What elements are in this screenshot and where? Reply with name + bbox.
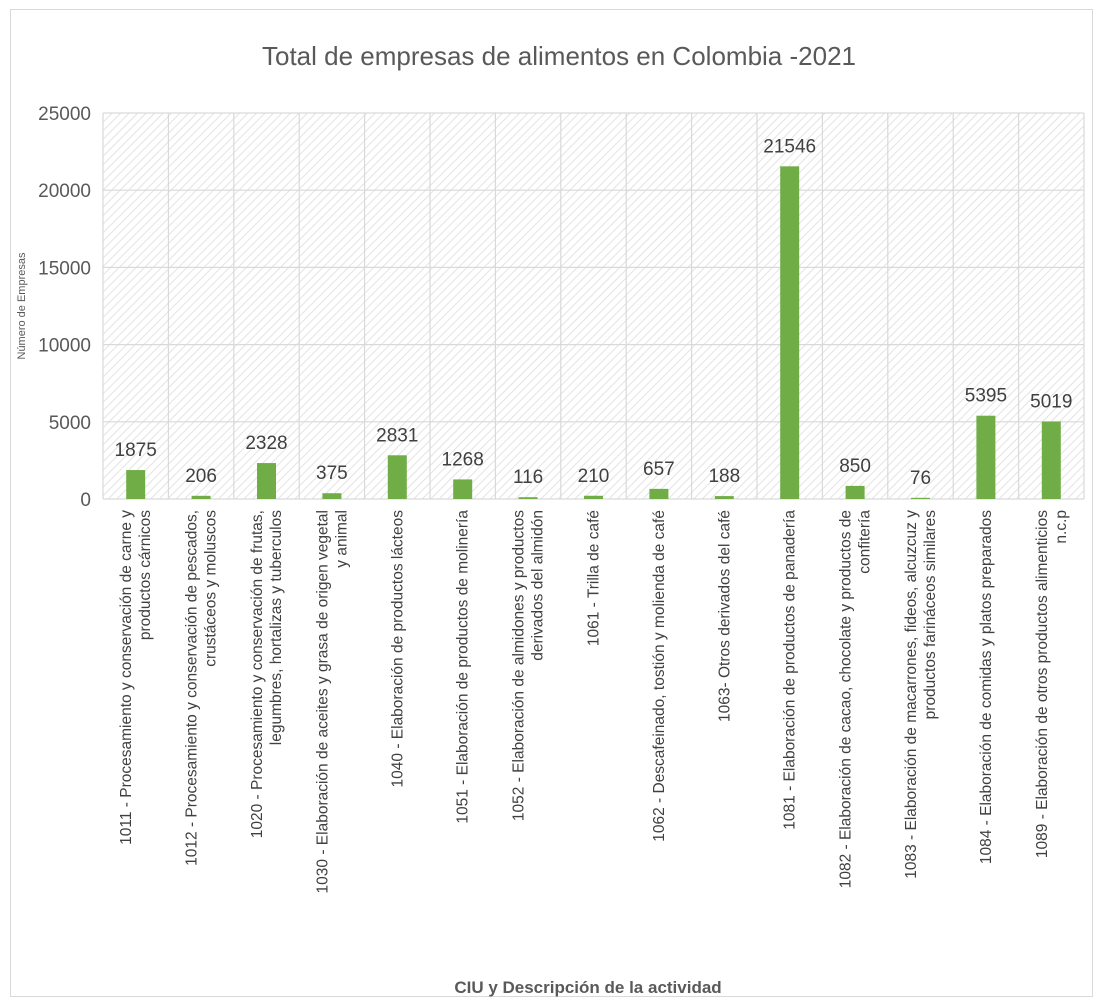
data-label: 206 xyxy=(185,466,217,487)
category-label: 1081 - Elaboración de productos de panad… xyxy=(782,510,799,830)
bar xyxy=(126,470,146,499)
category-label: derivados del almidón xyxy=(530,510,547,661)
y-tick-label: 10000 xyxy=(38,336,91,357)
bar xyxy=(845,485,865,499)
chart-frame: Total de empresas de alimentos en Colomb… xyxy=(10,9,1093,997)
data-labels: 1875 206 2328 375 2831 1268 116 210 657 188 21546 8… xyxy=(115,136,1073,488)
chart-title: Total de empresas de alimentos en Colomb… xyxy=(262,41,856,71)
data-label: 210 xyxy=(578,466,610,487)
bar xyxy=(976,415,996,499)
data-label: 116 xyxy=(513,467,543,488)
category-label: confitería xyxy=(857,510,874,574)
gridlines xyxy=(102,112,1085,500)
category-label: y animal xyxy=(333,510,350,568)
category-label: productos farináceos similares xyxy=(922,510,939,720)
data-label: 1875 xyxy=(115,440,157,461)
bar xyxy=(911,497,930,499)
y-axis-ticks: 0 5000 10000 15000 20000 25000 xyxy=(38,104,91,511)
data-label: 21546 xyxy=(763,136,816,157)
category-label: 1030 - Elaboración de aceites y grasa de… xyxy=(314,510,331,893)
data-label: 850 xyxy=(839,456,871,477)
category-label: productos cárnicos xyxy=(137,510,154,640)
bar xyxy=(453,479,473,499)
category-label: 1020 - Procesamiento y conservación de f… xyxy=(249,510,266,838)
category-label: 1063- Otros derivados del café xyxy=(716,510,733,722)
bar xyxy=(1041,421,1061,499)
category-label: 1012 - Procesamiento y conservación de p… xyxy=(184,510,201,866)
y-tick-label: 0 xyxy=(80,490,91,511)
category-label: 1051 - Elaboración de productos de molin… xyxy=(455,510,472,824)
category-label: legumbres, hortalizas y tuberculos xyxy=(268,510,285,745)
category-label: 1084 - Elaboración de comidas y platos p… xyxy=(978,510,995,864)
y-tick-label: 20000 xyxy=(38,181,91,202)
data-label: 188 xyxy=(708,466,740,487)
data-label: 2328 xyxy=(245,433,287,454)
bar xyxy=(714,496,734,499)
y-tick-label: 5000 xyxy=(49,413,91,434)
bar xyxy=(322,493,342,499)
bar xyxy=(257,463,276,499)
category-label: 1052 - Elaboración de almidones y produc… xyxy=(511,510,528,821)
category-label: 1040 - Elaboración de productos lácteos xyxy=(389,510,406,788)
data-label: 657 xyxy=(643,459,675,480)
bar-chart: Total de empresas de alimentos en Colomb… xyxy=(16,41,1085,997)
bar xyxy=(191,495,211,499)
category-labels: 1011 - Procesamiento y conservación de c… xyxy=(118,510,1070,894)
category-label: 1061 - Trilla de café xyxy=(586,510,603,646)
bar xyxy=(584,495,603,499)
data-label: 5395 xyxy=(965,386,1007,407)
category-label: crustáceos y moluscos xyxy=(203,510,220,667)
category-label: n.c.p xyxy=(1053,510,1070,544)
y-axis-title: Número de Empresas xyxy=(16,252,28,359)
bar xyxy=(518,497,538,499)
data-label: 5019 xyxy=(1030,392,1072,413)
category-label: 1011 - Procesamiento y conservación de c… xyxy=(118,510,135,845)
data-label: 375 xyxy=(316,463,348,484)
y-tick-label: 25000 xyxy=(38,104,91,125)
y-tick-label: 15000 xyxy=(38,258,91,279)
category-label: 1083 - Elaboración de macarrones, fideos… xyxy=(903,510,920,879)
bars xyxy=(126,166,1061,499)
data-label: 1268 xyxy=(442,449,484,470)
x-axis-title: CIU y Descripción de la actividad xyxy=(454,978,721,997)
category-label: 1089 - Elaboración de otros productos al… xyxy=(1034,510,1051,858)
plot-area xyxy=(103,113,1084,499)
category-label: 1062 - Descafeinado, tostión y molienda … xyxy=(651,510,668,842)
bar xyxy=(387,455,407,499)
data-label: 76 xyxy=(910,468,931,489)
data-label: 2831 xyxy=(376,425,418,446)
bar xyxy=(649,488,669,499)
category-label: 1082 - Elaboración de cacao, chocolate y… xyxy=(838,510,855,888)
bar xyxy=(780,166,800,499)
